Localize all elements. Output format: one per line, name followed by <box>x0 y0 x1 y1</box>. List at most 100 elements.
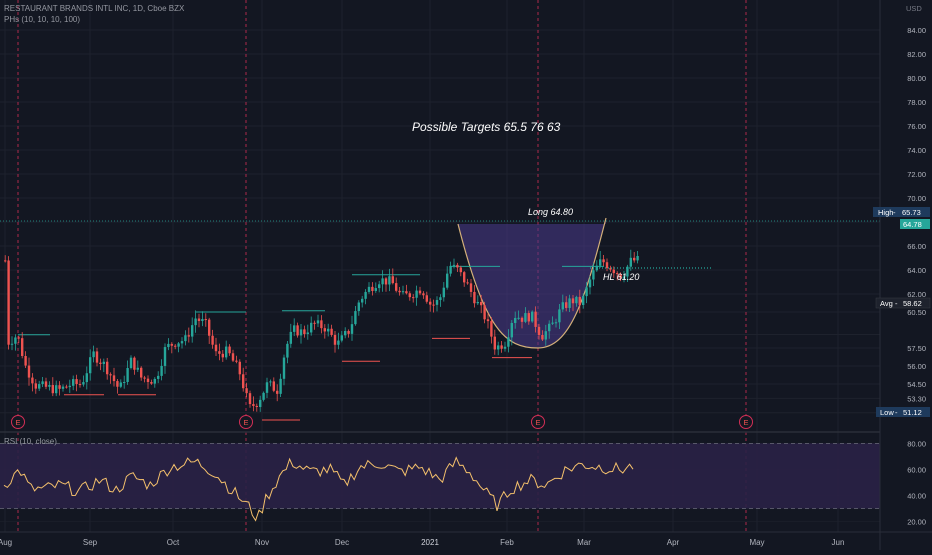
candle-body <box>344 330 347 336</box>
candle-body <box>218 351 221 354</box>
low-price-label: Low - 51.12 <box>876 407 930 417</box>
candle-body <box>432 304 435 306</box>
candle-body <box>231 353 235 361</box>
candle-body <box>561 302 564 310</box>
candle-body <box>435 300 439 305</box>
candle-body <box>480 301 483 306</box>
candle-body <box>490 321 493 337</box>
candle-body <box>211 335 214 345</box>
candle-body <box>194 318 197 326</box>
candle-body <box>119 382 122 387</box>
candle-body <box>602 259 605 263</box>
time-tick-label: Jun <box>832 538 845 547</box>
earnings-marker-circle <box>11 415 25 429</box>
candle-body <box>34 383 37 389</box>
candle-body <box>398 290 401 293</box>
candle-body <box>248 393 252 405</box>
candle-body <box>27 365 31 378</box>
candle-body <box>259 399 262 408</box>
rsi-pane <box>0 443 880 522</box>
candle-body <box>58 385 61 389</box>
candle-body <box>391 276 394 284</box>
currency-label: USD <box>906 4 922 13</box>
candle-body <box>548 323 551 332</box>
rsi-axis[interactable]: 80.00 60.00 40.00 20.00 <box>907 439 926 526</box>
candle-body <box>442 287 445 298</box>
candle-body <box>51 385 54 394</box>
candle-body <box>24 355 27 366</box>
candle-body <box>616 273 619 275</box>
candle-body <box>306 332 309 335</box>
earnings-marker-circle <box>239 415 253 429</box>
rsi-line <box>3 456 634 522</box>
symbol-title[interactable]: RESTAURANT BRANDS INTL INC, 1D, Cboe BZX <box>4 4 185 13</box>
price-tick-label: 56.00 <box>907 362 926 371</box>
avg-label-value: 58.62 <box>903 299 922 308</box>
candle-body <box>459 267 462 273</box>
candle-body <box>95 351 99 363</box>
candle-body <box>208 319 211 336</box>
candle-body <box>316 320 320 324</box>
indicator-title[interactable]: PHs (10, 10, 10, 100) <box>4 15 81 24</box>
rsi-tick-label: 80.00 <box>907 439 926 448</box>
candle-body <box>157 375 160 379</box>
candle-body <box>371 286 374 291</box>
candle-body <box>412 297 415 299</box>
candle-body <box>558 309 561 323</box>
price-tick-label: 62.00 <box>907 290 926 299</box>
candle-body <box>174 345 177 347</box>
candle-body <box>282 357 286 379</box>
candle-body <box>456 264 459 268</box>
candle-body <box>140 367 143 378</box>
candle-body <box>473 291 476 304</box>
avg-label-text: Avg <box>880 299 893 308</box>
candle-body <box>446 273 449 288</box>
cup-fill <box>458 218 606 348</box>
time-axis[interactable]: Aug Sep Oct Nov Dec 2021 Feb Mar Apr May Jun <box>0 538 844 547</box>
price-tick-label: 78.00 <box>907 98 926 107</box>
candle-body <box>99 362 102 364</box>
rsi-title[interactable]: RSI (10, close) <box>4 437 57 446</box>
candle-body <box>534 311 537 327</box>
candle-body <box>476 301 479 304</box>
candle-body <box>78 384 82 386</box>
candle-body <box>469 283 473 292</box>
time-tick-label: Dec <box>335 538 349 547</box>
candle-body <box>582 296 585 305</box>
price-tick-label: 84.00 <box>907 26 926 35</box>
candle-body <box>626 266 629 277</box>
price-tick-label: 60.50 <box>907 308 926 317</box>
candle-body <box>242 374 245 389</box>
candle-body <box>357 302 360 312</box>
candle-body <box>303 329 306 335</box>
candle-body <box>527 313 530 322</box>
candle-body <box>354 311 357 325</box>
candle-body <box>418 290 422 294</box>
candle-body <box>38 384 41 389</box>
candle-body <box>133 357 136 370</box>
candle-body <box>180 341 184 344</box>
high-label-value: 65.73 <box>902 208 921 217</box>
candle-body <box>378 284 381 289</box>
avg-price-label: Avg - 58.62 <box>875 297 931 309</box>
svg-text:-: - <box>895 299 898 308</box>
candle-body <box>31 377 34 384</box>
candle-body <box>388 276 391 285</box>
candle-body <box>422 293 425 296</box>
candle-body <box>116 381 119 387</box>
candle-body <box>221 353 224 358</box>
price-tick-label: 74.00 <box>907 146 926 155</box>
candle-body <box>507 337 510 347</box>
candle-body <box>245 388 248 394</box>
candle-body <box>612 269 615 274</box>
candle-body <box>619 274 622 279</box>
earnings-marker-circle <box>739 415 753 429</box>
price-tick-label: 64.00 <box>907 266 926 275</box>
candle-body <box>333 334 337 345</box>
rsi-tick-label: 20.00 <box>907 518 926 527</box>
candle-body <box>578 296 581 305</box>
time-tick-label: 2021 <box>421 538 439 547</box>
